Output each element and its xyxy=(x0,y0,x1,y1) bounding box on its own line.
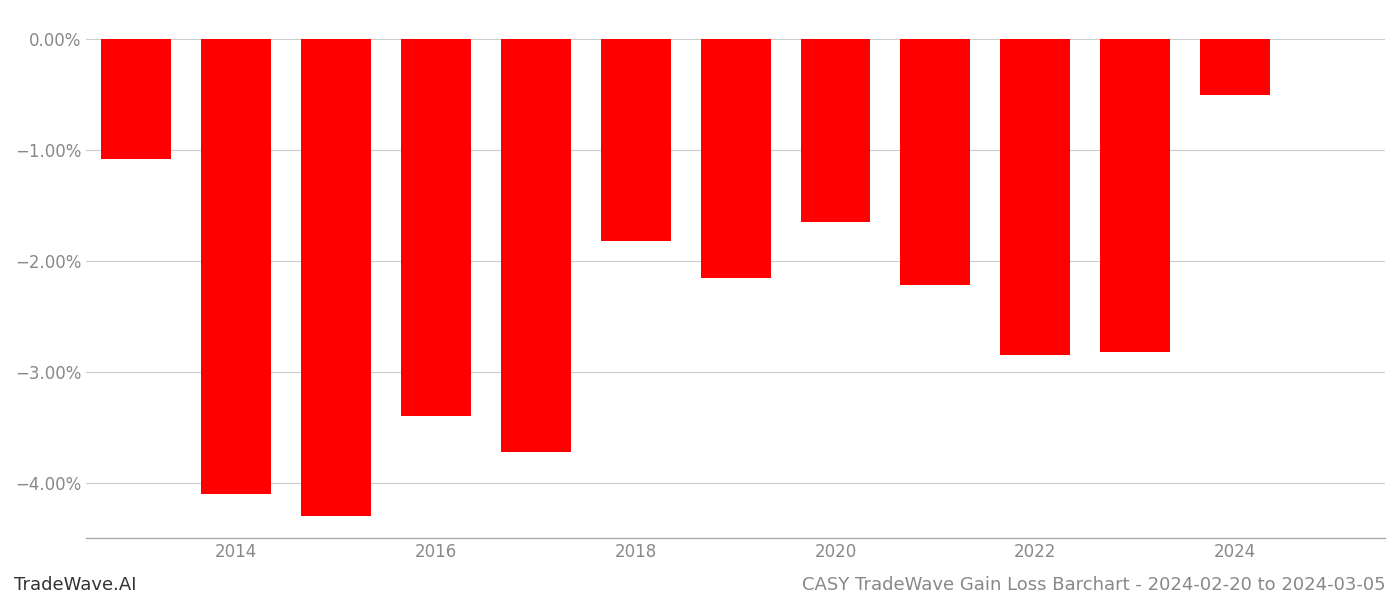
Bar xyxy=(202,40,272,494)
Bar xyxy=(101,40,171,159)
Bar xyxy=(400,40,470,416)
Text: TradeWave.AI: TradeWave.AI xyxy=(14,576,137,594)
Bar xyxy=(1001,40,1070,355)
Bar xyxy=(900,40,970,286)
Bar xyxy=(1100,40,1170,352)
Bar xyxy=(301,40,371,516)
Bar xyxy=(801,40,871,222)
Bar xyxy=(1200,40,1270,95)
Text: CASY TradeWave Gain Loss Barchart - 2024-02-20 to 2024-03-05: CASY TradeWave Gain Loss Barchart - 2024… xyxy=(802,576,1386,594)
Bar xyxy=(700,40,770,278)
Bar xyxy=(501,40,571,452)
Bar xyxy=(601,40,671,241)
